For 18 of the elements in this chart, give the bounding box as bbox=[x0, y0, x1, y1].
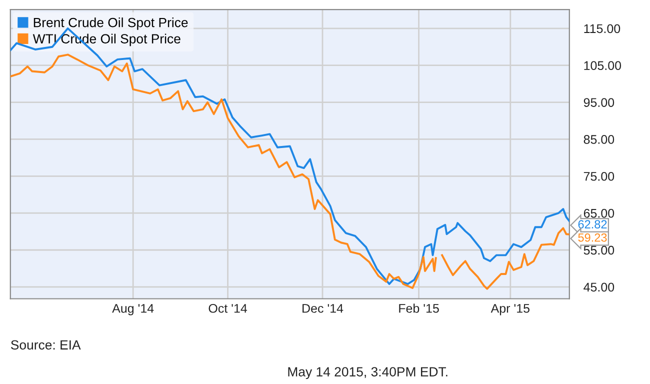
y-tick-label: 95.00 bbox=[584, 98, 614, 107]
legend-label: Brent Crude Oil Spot Price bbox=[34, 18, 188, 30]
y-tick-label: 85.00 bbox=[584, 135, 614, 144]
y-tick-label: 45.00 bbox=[584, 282, 614, 292]
annotation: 59.23 bbox=[578, 233, 607, 242]
y-tick-label: 55.00 bbox=[584, 246, 614, 255]
x-tick-label: Dec '14 bbox=[302, 304, 344, 313]
x-tick-label: Oct '14 bbox=[208, 304, 248, 313]
y-tick-label: 115.00 bbox=[584, 24, 620, 34]
x-tick-label: Feb '15 bbox=[399, 304, 439, 313]
y-tick-label: 65.00 bbox=[584, 208, 614, 218]
y-tick-label: 105.00 bbox=[584, 61, 622, 70]
x-tick-label: Apr '15 bbox=[490, 304, 530, 316]
x-tick-label: Aug '14 bbox=[112, 304, 154, 316]
text: May 14 2015, 3:40PM EDT. bbox=[288, 367, 448, 380]
source-note: Source: EIA bbox=[11, 340, 81, 350]
y-tick-label: 75.00 bbox=[584, 172, 614, 181]
annotation: 62.82 bbox=[578, 220, 607, 228]
